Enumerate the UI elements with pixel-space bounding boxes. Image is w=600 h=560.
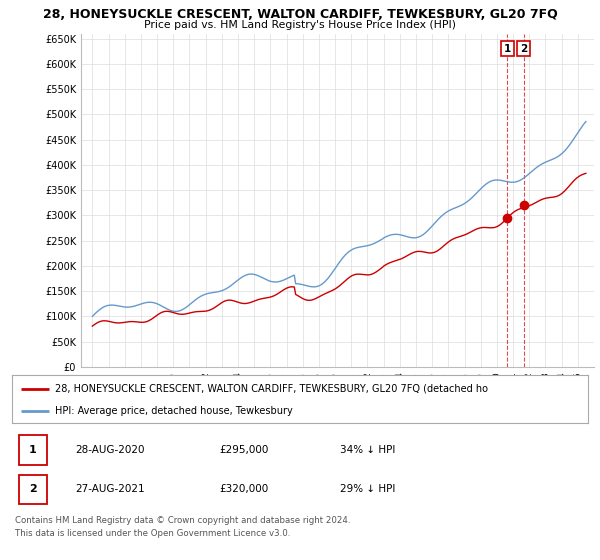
Text: 28-AUG-2020: 28-AUG-2020: [76, 445, 145, 455]
Text: 27-AUG-2021: 27-AUG-2021: [76, 484, 145, 494]
Text: 28, HONEYSUCKLE CRESCENT, WALTON CARDIFF, TEWKESBURY, GL20 7FQ: 28, HONEYSUCKLE CRESCENT, WALTON CARDIFF…: [43, 8, 557, 21]
FancyBboxPatch shape: [19, 475, 47, 504]
Text: 28, HONEYSUCKLE CRESCENT, WALTON CARDIFF, TEWKESBURY, GL20 7FQ (detached ho: 28, HONEYSUCKLE CRESCENT, WALTON CARDIFF…: [55, 384, 488, 394]
Text: 2: 2: [29, 484, 37, 494]
Text: 2: 2: [520, 44, 527, 54]
Text: £295,000: £295,000: [220, 445, 269, 455]
Text: £320,000: £320,000: [220, 484, 269, 494]
Text: 1: 1: [29, 445, 37, 455]
Text: Price paid vs. HM Land Registry's House Price Index (HPI): Price paid vs. HM Land Registry's House …: [144, 20, 456, 30]
Text: 29% ↓ HPI: 29% ↓ HPI: [340, 484, 395, 494]
Text: 1: 1: [504, 44, 511, 54]
Text: HPI: Average price, detached house, Tewkesbury: HPI: Average price, detached house, Tewk…: [55, 406, 293, 416]
Text: Contains HM Land Registry data © Crown copyright and database right 2024.: Contains HM Land Registry data © Crown c…: [15, 516, 350, 525]
Text: 34% ↓ HPI: 34% ↓ HPI: [340, 445, 395, 455]
Text: This data is licensed under the Open Government Licence v3.0.: This data is licensed under the Open Gov…: [15, 529, 290, 538]
FancyBboxPatch shape: [19, 435, 47, 465]
